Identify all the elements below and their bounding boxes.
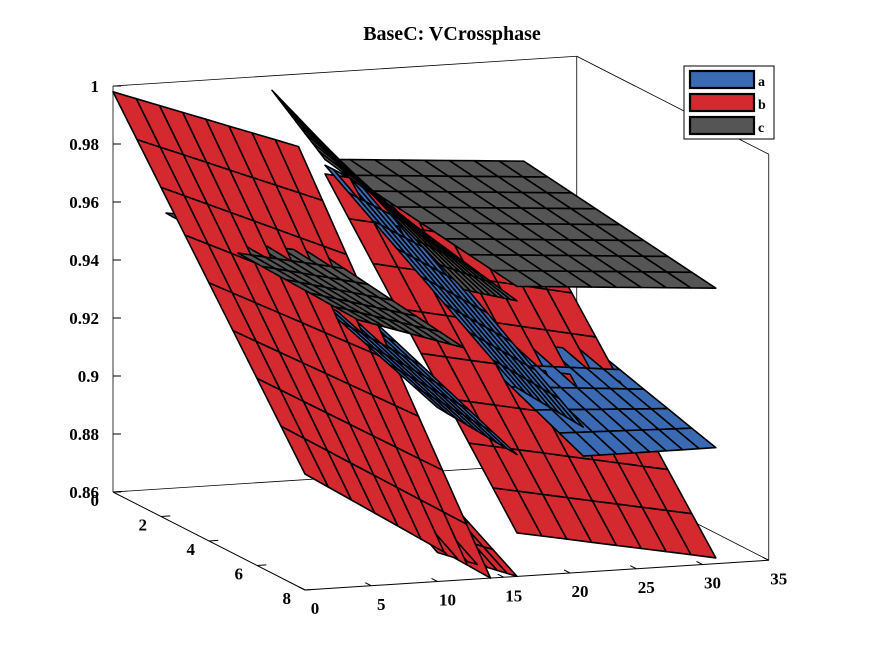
legend-label-c: c xyxy=(758,121,764,136)
y-tick-mark xyxy=(208,539,219,542)
y-tick-mark xyxy=(160,515,171,517)
y-tick-label: 8 xyxy=(283,589,292,608)
surface-patch-b xyxy=(280,425,330,488)
chart-title: BaseC: VCrossphase xyxy=(363,23,541,45)
legend: abc xyxy=(683,65,775,140)
surface-patch-a xyxy=(492,359,527,394)
legend-swatch-c xyxy=(688,115,756,136)
x-tick-label: 0 xyxy=(311,599,320,618)
y-tick-mark xyxy=(304,588,315,591)
y-tick-label: 6 xyxy=(235,565,244,584)
box-edge xyxy=(112,55,577,87)
x-tick-label: 25 xyxy=(638,578,655,597)
x-tick-mark xyxy=(630,565,637,570)
x-tick-mark xyxy=(431,577,438,582)
x-tick-label: 30 xyxy=(704,574,721,593)
x-tick-mark xyxy=(365,582,372,587)
surface-patch-c xyxy=(439,264,472,293)
surface-patch-c xyxy=(492,269,543,288)
surface-patch-a xyxy=(558,431,601,457)
x-axis-ticks: 0 5 10 15 20 25 30 35 xyxy=(298,556,787,618)
x-tick-mark xyxy=(497,573,504,578)
z-tick-label: 1 xyxy=(91,77,100,96)
x-tick-mark xyxy=(563,569,571,574)
y-tick-label: 4 xyxy=(187,540,196,559)
z-tick-label: 0.88 xyxy=(69,425,99,444)
z-tick-label: 0.92 xyxy=(69,309,99,328)
x-tick-mark xyxy=(696,560,703,565)
z-tick-label: 0.94 xyxy=(69,251,99,270)
z-tick-label: 0.9 xyxy=(78,367,99,386)
z-axis-ticks: 0.86 0.88 0.9 0.92 0.94 0.96 0.98 1 xyxy=(69,77,121,502)
legend-label-a: a xyxy=(758,75,765,90)
x-tick-mark xyxy=(298,586,306,591)
x-tick-label: 10 xyxy=(439,591,456,610)
x-tick-mark xyxy=(762,556,769,561)
surfaces xyxy=(112,89,717,579)
surface-patch-a xyxy=(412,385,449,415)
z-tick-label: 0.98 xyxy=(69,135,99,154)
x-tick-label: 20 xyxy=(572,582,589,601)
z-tick-label: 0.86 xyxy=(69,483,99,502)
x-tick-label: 35 xyxy=(770,569,787,588)
surface-patch-b xyxy=(492,487,543,537)
y-tick-label: 2 xyxy=(139,516,148,535)
y-tick-label: 0 xyxy=(91,491,100,510)
x-tick-label: 15 xyxy=(505,586,522,605)
legend-swatch-a xyxy=(688,69,756,90)
x-axis-line xyxy=(304,559,769,591)
z-tick-label: 0.96 xyxy=(69,193,99,212)
y-tick-mark xyxy=(112,490,123,493)
legend-swatch-b xyxy=(688,92,756,113)
y-axis-ticks: 0 2 4 6 8 xyxy=(91,490,315,608)
x-tick-label: 5 xyxy=(377,595,386,614)
legend-label-b: b xyxy=(758,98,766,113)
y-tick-mark xyxy=(256,564,267,566)
surface-patch-c xyxy=(333,305,373,325)
